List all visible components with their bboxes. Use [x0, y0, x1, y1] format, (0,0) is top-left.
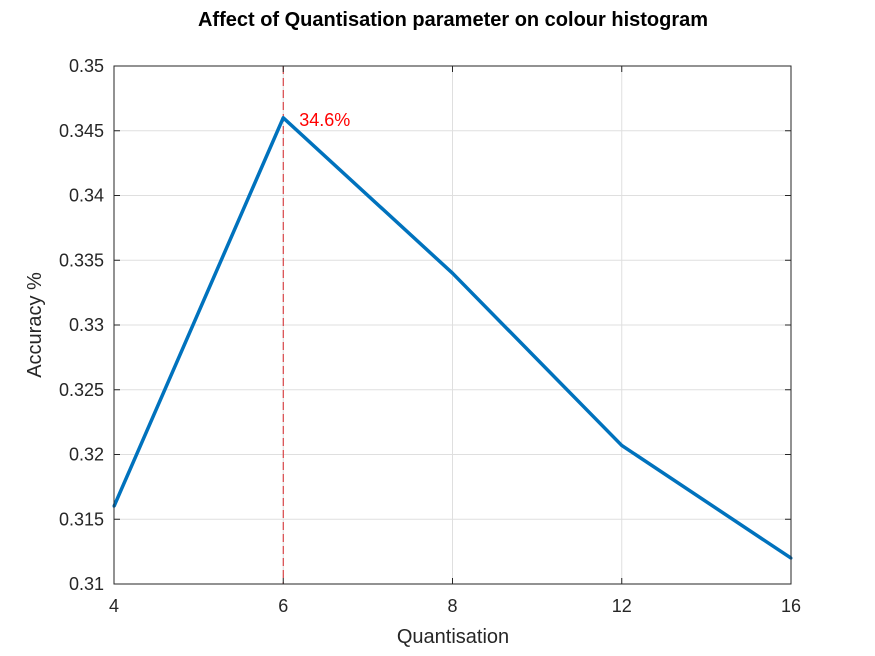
y-tick-label: 0.31 [69, 574, 104, 594]
y-tick-label: 0.35 [69, 56, 104, 76]
y-tick-label: 0.345 [59, 121, 104, 141]
y-tick-label: 0.335 [59, 250, 104, 270]
peak-annotation: 34.6% [299, 110, 350, 130]
y-tick-label: 0.325 [59, 380, 104, 400]
x-tick-label: 6 [278, 596, 288, 616]
y-tick-label: 0.34 [69, 186, 104, 206]
x-axis-label: Quantisation [397, 626, 509, 648]
grid-lines [114, 66, 791, 584]
ticks-group: 4 6 8 12 16 0.31 0.315 0.32 0.325 0.33 0.335 0.34 0.… [59, 56, 801, 616]
x-tick-label: 12 [612, 596, 632, 616]
x-tick-label: 8 [447, 596, 457, 616]
series-group [112, 116, 793, 560]
y-tick-label: 0.315 [59, 509, 104, 529]
y-tick-label: 0.33 [69, 315, 104, 335]
x-tick-label: 4 [109, 596, 119, 616]
x-tick-label: 16 [781, 596, 801, 616]
y-tick-label: 0.32 [69, 445, 104, 465]
data-point [451, 271, 454, 275]
y-axis-label: Accuracy % [24, 272, 46, 378]
data-point [281, 116, 285, 120]
chart-title: Affect of Quantisation parameter on colo… [198, 9, 708, 31]
annotation-group: 34.6% [299, 110, 350, 130]
data-point [620, 443, 624, 447]
